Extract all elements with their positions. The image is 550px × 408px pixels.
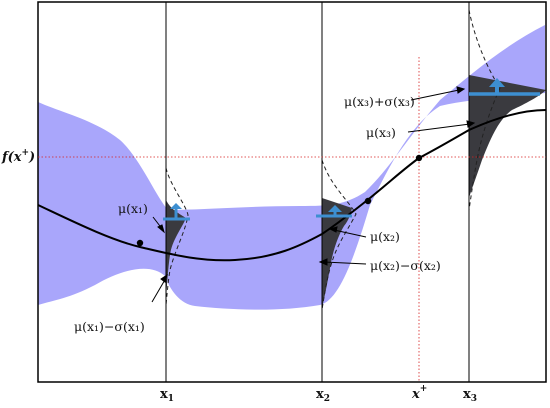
label-mu-plus-sigma-x3: μ(x₃)+σ(x₃) (344, 94, 415, 109)
best-value-guides (38, 57, 546, 382)
improvement-markers (163, 78, 540, 221)
likelihood-x1 (166, 200, 186, 300)
sample-lines (165, 2, 470, 382)
y-axis-label: f(x+) (1, 148, 35, 165)
likelihood-x2 (322, 198, 352, 308)
tick-x1: x1 (160, 387, 174, 404)
gaussian-curves (165, 9, 501, 311)
tick-x2: x2 (316, 387, 330, 404)
label-mu-minus-sigma-x1: μ(x₁)−σ(x₁) (74, 319, 145, 334)
mean-curve (37, 109, 547, 262)
annotation-arrows (151, 86, 476, 303)
confidence-band (38, 25, 545, 310)
label-mu-minus-sigma-x2: μ(x₂)−σ(x₂) (370, 258, 441, 273)
plot-frame (37, 1, 547, 383)
label-mu-x1: μ(x₁) (118, 201, 148, 216)
label-mu-x2: μ(x₂) (370, 229, 400, 244)
tick-x3: x3 (463, 387, 477, 404)
tick-x-plus: x+ (411, 384, 427, 402)
label-mu-x3: μ(x₃) (366, 125, 396, 140)
likelihood-x3 (469, 75, 546, 198)
observed-points (136, 154, 423, 247)
